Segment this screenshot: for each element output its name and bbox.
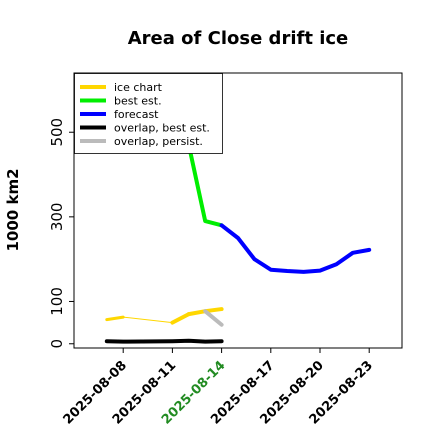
- y-tick-label: 0: [48, 339, 66, 349]
- series-ice-chart-segment: [186, 309, 208, 317]
- series-ice-chart-segment: [203, 307, 224, 314]
- y-axis-label: 1000 km2: [4, 168, 22, 251]
- series-forecast-line: [219, 223, 372, 274]
- plot-area-frame: [73, 72, 403, 349]
- series-forecast: [219, 223, 372, 274]
- series-overlap-best-est-: [104, 338, 224, 344]
- series-ice-chart-segment: [122, 316, 173, 324]
- y-tick-label: 300: [48, 203, 66, 232]
- legend-label-ice-chart: ice chart: [114, 81, 163, 94]
- y-tick-label: 500: [48, 118, 66, 147]
- series-ice-chart: [105, 307, 224, 325]
- legend-label-overlap-persist-: overlap, persist.: [114, 135, 203, 148]
- series-overlap-best-est--line: [104, 338, 224, 344]
- series-ice-chart-segment: [105, 315, 125, 322]
- legend-label-forecast: forecast: [114, 108, 159, 121]
- y-tick-label: 100: [48, 287, 66, 316]
- tick-layer: 01003005002025-08-082025-08-112025-08-14…: [48, 118, 376, 428]
- legend-label-best-est-: best est.: [114, 95, 162, 108]
- legend-label-overlap-best-est-: overlap, best est.: [114, 122, 210, 135]
- series-overlap-persist-: [203, 309, 224, 327]
- series-overlap-persist--line: [203, 309, 224, 327]
- chart-title: Area of Close drift ice: [128, 28, 349, 49]
- series-ice-chart-segment: [170, 312, 191, 325]
